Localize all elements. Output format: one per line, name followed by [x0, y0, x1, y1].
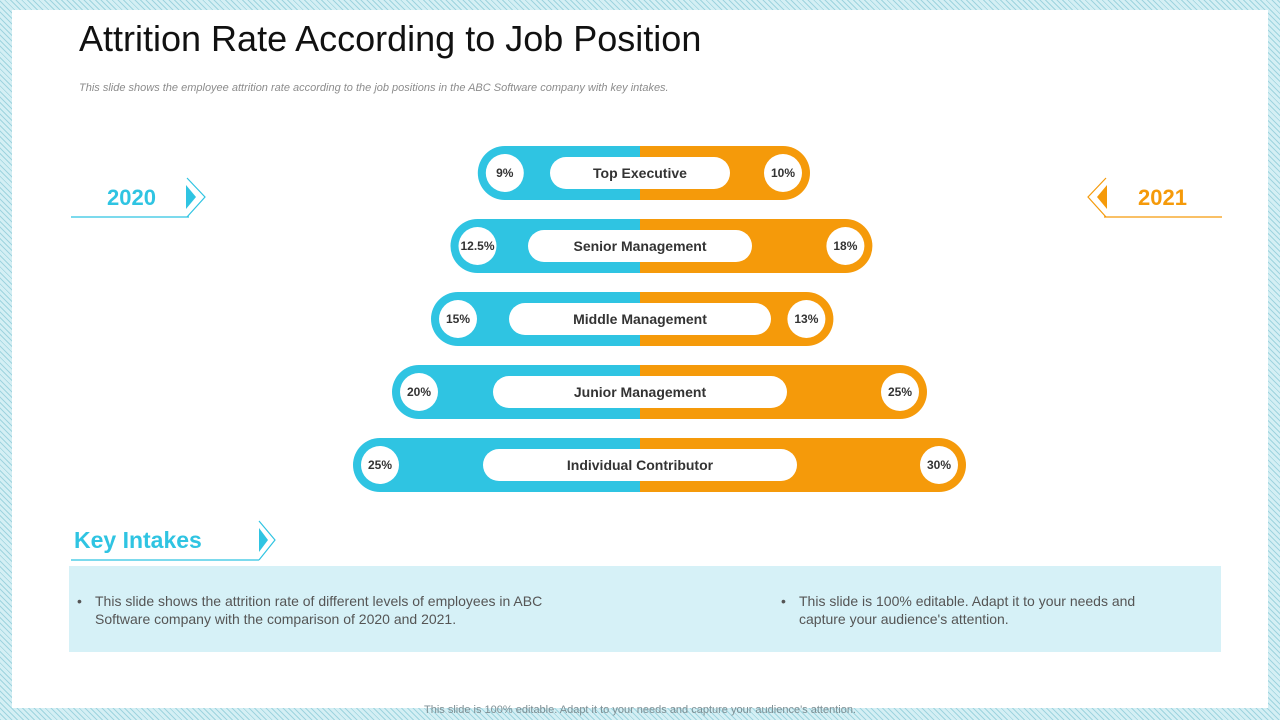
key-intake-item-2: • This slide is 100% editable. Adapt it …	[781, 592, 1181, 628]
key-intake-item-1: • This slide shows the attrition rate of…	[77, 592, 547, 628]
data-label-2020-0: 9%	[496, 166, 514, 180]
category-label-1: Senior Management	[573, 238, 706, 254]
key-intake-text-2: This slide is 100% editable. Adapt it to…	[799, 592, 1181, 628]
data-label-2021-0: 10%	[771, 166, 795, 180]
bullet-icon: •	[77, 592, 85, 628]
slide: Attrition Rate According to Job Position…	[12, 10, 1268, 708]
data-label-2020-1: 12.5%	[460, 239, 494, 253]
footer-note: This slide is 100% editable. Adapt it to…	[0, 704, 1280, 716]
data-label-2020-3: 20%	[407, 385, 431, 399]
data-label-2021-2: 13%	[794, 312, 818, 326]
bullet-icon: •	[781, 592, 789, 628]
attrition-chart: Top Executive 9% 10% Senior Management 12.5%…	[12, 10, 1268, 510]
category-label-2: Middle Management	[573, 311, 707, 327]
data-label-2021-4: 30%	[927, 458, 951, 472]
key-intake-text-1: This slide shows the attrition rate of d…	[95, 592, 547, 628]
data-label-2020-2: 15%	[446, 312, 470, 326]
key-intakes-title: Key Intakes	[74, 527, 202, 554]
key-intakes-box: • This slide shows the attrition rate of…	[69, 566, 1221, 652]
category-label-4: Individual Contributor	[567, 457, 714, 473]
data-label-2021-1: 18%	[833, 239, 857, 253]
data-label-2021-3: 25%	[888, 385, 912, 399]
data-label-2020-4: 25%	[368, 458, 392, 472]
category-label-3: Junior Management	[574, 384, 707, 400]
category-label-0: Top Executive	[593, 165, 687, 181]
